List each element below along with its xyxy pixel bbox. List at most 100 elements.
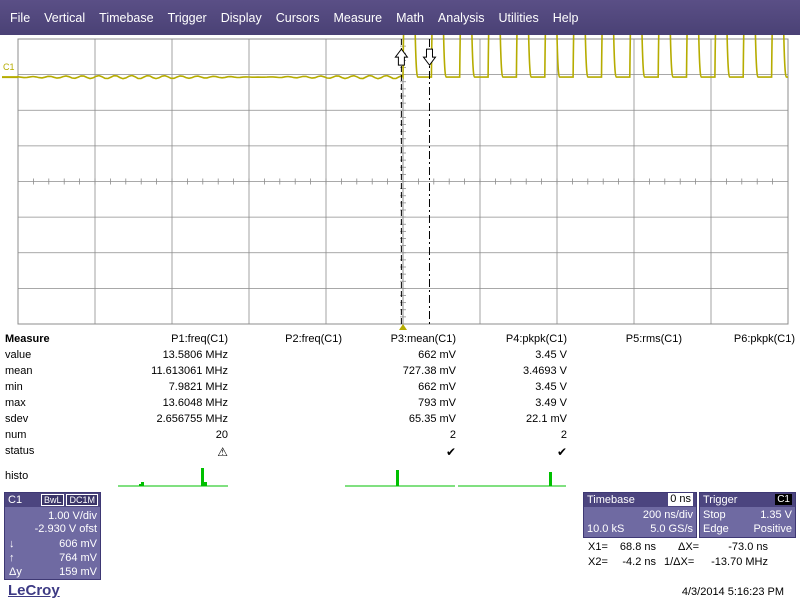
measure-cell: 2 xyxy=(449,429,456,441)
menu-vertical[interactable]: Vertical xyxy=(44,10,86,25)
histogram-bar xyxy=(204,482,207,486)
channel-name: C1 xyxy=(8,494,23,506)
menu-help[interactable]: Help xyxy=(552,10,579,25)
channel-c1-descriptor[interactable]: C1 BwL DC1M 1.00 V/div -2.930 V ofst ↓ 60… xyxy=(4,492,101,580)
trigger-title: Trigger xyxy=(703,494,738,506)
menu-math[interactable]: Math xyxy=(396,10,424,25)
measure-row-label: histo xyxy=(5,470,29,482)
time-per-div: 200 ns/div xyxy=(642,509,693,521)
measure-title: Measure xyxy=(5,333,50,345)
date-time: 4/3/2014 5:16:23 PM xyxy=(681,586,784,598)
measure-cell: 13.6048 MHz xyxy=(162,397,228,409)
timebase-descriptor[interactable]: Timebase 0 ns 200 ns/div 10.0 kS 5.0 GS/… xyxy=(583,492,697,538)
measure-column-header[interactable]: P3:mean(C1) xyxy=(390,333,456,345)
histogram-bar xyxy=(396,470,399,486)
measure-cell: 3.45 V xyxy=(535,381,567,393)
measure-cell: 13.5806 MHz xyxy=(162,349,228,361)
up-value: 764 mV xyxy=(59,552,97,564)
histogram-bar xyxy=(549,472,552,486)
menu-cursors[interactable]: Cursors xyxy=(275,10,320,25)
waveform-display[interactable]: C1 xyxy=(0,35,800,330)
measure-row-status: status ⚠ ✔ ✔ xyxy=(0,445,800,461)
measure-row-histo: histo xyxy=(0,467,800,487)
measure-table[interactable]: Measure P1:freq(C1) P2:freq(C1) P3:mean(C1)… xyxy=(0,331,800,491)
inv-dx-value: -13.70 MHz xyxy=(711,556,768,568)
cursor-x1-arrow-icon xyxy=(422,48,437,66)
measure-cell: 793 mV xyxy=(418,397,456,409)
volts-per-div: 1.00 V/div xyxy=(48,510,97,522)
measure-row-label: num xyxy=(5,429,27,441)
timebase-titlebar: Timebase 0 ns xyxy=(584,493,696,507)
measure-cell: 2.656755 MHz xyxy=(156,413,228,425)
measure-cell: 7.9821 MHz xyxy=(168,381,228,393)
trigger-mode: Stop xyxy=(703,509,726,521)
histogram-bar xyxy=(141,482,144,486)
measure-row-label: min xyxy=(5,381,23,393)
trigger-source-badge: C1 xyxy=(775,494,792,505)
measure-cell: 65.35 mV xyxy=(408,413,456,425)
dx-value: -73.0 ns xyxy=(728,541,768,553)
down-value: 606 mV xyxy=(59,538,97,550)
measure-row-label: status xyxy=(5,445,35,457)
sample-rate: 5.0 GS/s xyxy=(650,523,693,535)
measure-column-header[interactable]: P2:freq(C1) xyxy=(285,333,342,345)
measure-cell: 662 mV xyxy=(418,349,456,361)
measure-row-value: value 13.5806 MHz 662 mV 3.45 V xyxy=(0,349,800,365)
x2-label: X2= xyxy=(588,556,608,568)
channel-marker-label: C1 xyxy=(3,62,15,72)
waveform-grid[interactable]: C1 xyxy=(0,35,800,330)
measure-column-header[interactable]: P1:freq(C1) xyxy=(171,333,228,345)
menu-timebase[interactable]: Timebase xyxy=(99,10,154,25)
measure-cell: 3.49 V xyxy=(535,397,567,409)
measure-row-min: min 7.9821 MHz 662 mV 3.45 V xyxy=(0,381,800,397)
histogram-bar xyxy=(201,468,204,486)
measure-cell: 20 xyxy=(215,429,228,441)
menu-file[interactable]: File xyxy=(10,10,31,25)
x1-label: X1= xyxy=(588,541,608,553)
menu-measure[interactable]: Measure xyxy=(333,10,383,25)
measure-row-max: max 13.6048 MHz 793 mV 3.49 V xyxy=(0,397,800,413)
dx-label: ΔX= xyxy=(678,541,700,553)
x1-value: 68.8 ns xyxy=(619,541,656,553)
timebase-title: Timebase xyxy=(587,494,635,506)
histogram-bar xyxy=(139,484,142,486)
cursor-x2-arrow-icon xyxy=(394,48,409,66)
sample-count: 10.0 kS xyxy=(587,523,625,535)
measure-column-header[interactable]: P5:rms(C1) xyxy=(625,333,682,345)
measure-row-label: value xyxy=(5,349,32,361)
trigger-descriptor[interactable]: Trigger C1 Stop 1.35 V Edge Positive xyxy=(699,492,796,538)
trigger-level: 1.35 V xyxy=(760,509,792,521)
trigger-slope: Positive xyxy=(753,523,792,535)
measure-row-num: num 20 2 2 xyxy=(0,429,800,445)
trigger-type: Edge xyxy=(703,523,729,535)
waveform-trace-c1 xyxy=(17,35,788,80)
menu-utilities[interactable]: Utilities xyxy=(498,10,539,25)
delta-y-value: 159 mV xyxy=(59,566,97,578)
trigger-position-marker xyxy=(399,324,407,330)
trigger-titlebar: Trigger C1 xyxy=(700,493,795,507)
delta-y-label: Δy xyxy=(9,566,22,578)
measure-cell: 2 xyxy=(560,429,567,441)
coupling-badge: DC1M xyxy=(66,494,98,506)
down-arrow-icon: ↓ xyxy=(9,538,15,550)
inv-dx-label: 1/ΔX= xyxy=(664,556,695,568)
menu-trigger[interactable]: Trigger xyxy=(167,10,207,25)
measure-row-label: mean xyxy=(5,365,33,377)
measure-cell: 727.38 mV xyxy=(402,365,456,377)
menu-display[interactable]: Display xyxy=(220,10,262,25)
menu-analysis[interactable]: Analysis xyxy=(437,10,485,25)
measure-column-header[interactable]: P6:pkpk(C1) xyxy=(733,333,795,345)
histogram-strip xyxy=(118,468,566,487)
offset-value: -2.930 V ofst xyxy=(34,523,97,535)
measure-header-row: Measure P1:freq(C1) P2:freq(C1) P3:mean(C1)… xyxy=(0,333,800,349)
cursor-readout: X1= 68.8 ns ΔX= -73.0 ns X2= -4.2 ns 1/Δ… xyxy=(588,541,798,573)
measure-cell: 662 mV xyxy=(418,381,456,393)
menubar: File Vertical Timebase Trigger Display Cursor… xyxy=(0,0,800,35)
check-icon: ✔ xyxy=(445,445,456,459)
lecroy-logo: LeCroy xyxy=(8,582,60,599)
timebase-delay: 0 ns xyxy=(668,493,693,506)
measure-row-label: max xyxy=(5,397,26,409)
up-arrow-icon: ↑ xyxy=(9,552,15,564)
measure-cell: 3.4693 V xyxy=(522,365,567,377)
measure-column-header[interactable]: P4:pkpk(C1) xyxy=(505,333,567,345)
